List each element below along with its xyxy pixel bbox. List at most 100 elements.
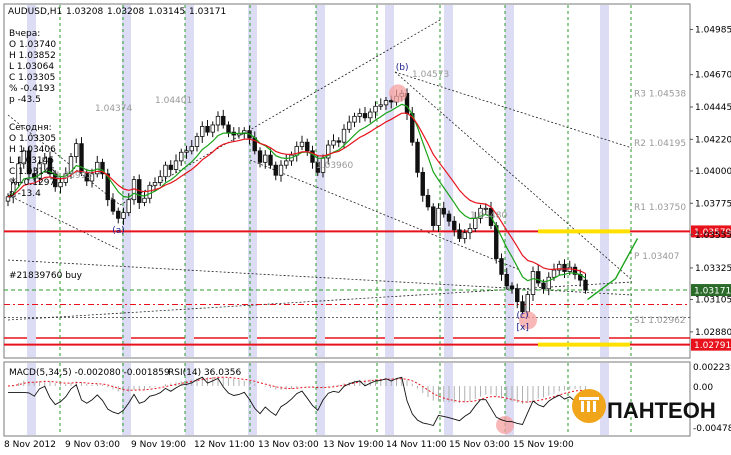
candle-body [42,157,47,165]
y-tick-label: 1.03775 [695,199,731,209]
candle-body [16,163,21,183]
candle-body [557,263,562,271]
session-band [600,363,609,435]
candle-body [572,266,578,275]
today-high: H 1.03406 [9,145,56,155]
candle-body [583,279,588,291]
candle-body [168,164,173,170]
candle-body [347,121,352,130]
today-points: p -13.4 [9,189,41,199]
today-label: Сегодня: [9,123,52,133]
pivot-label: S1 1.02962 [634,316,686,326]
x-tick-label: 13 Nov 19:00 [323,440,384,450]
candle-body [152,182,158,186]
price-badge [691,225,731,238]
candle-body [268,154,273,166]
candle-body [457,229,462,239]
trend-line [7,194,121,251]
candle-body [163,164,168,178]
session-band [385,5,394,357]
y-tick-label: 1.04985 [695,25,731,35]
candle-body [452,220,457,231]
session-band [600,5,609,357]
candle-body [536,271,541,284]
candle-body [173,160,179,170]
pivot-label: R2 1.04195 [634,139,686,149]
candle-body [263,154,268,163]
candle-body [147,184,152,199]
fade-label: 1.03480 [470,211,507,221]
candle-body [478,207,483,219]
price-badge [691,338,731,351]
y-tick-label: 1.04445 [695,103,731,113]
candles [5,88,588,317]
x-tick-label: 8 Nov 2012 [4,440,56,450]
candle-body [142,197,147,203]
candle-body [305,141,310,152]
yesterday-points: p -43.5 [9,95,41,105]
macd-tick-zero: 0.00 [693,383,713,393]
trend-channel [7,19,633,321]
candle-body [562,263,567,272]
price-badge-label: 1.02791 [694,341,731,351]
macd-signal-line [7,376,586,403]
pivot-label: R3 1.04538 [634,90,686,100]
candle-body [383,100,389,106]
candle-body [494,225,499,259]
candle-body [58,182,63,188]
macd-label: MACD(5,34,5) -0.002080 -0.001859 [9,368,170,378]
candle-body [53,173,58,188]
session-band [316,5,325,357]
yesterday-open: O 1.03740 [9,40,56,50]
candle-body [551,269,557,278]
pivot-label: P 1.03407 [634,252,680,262]
candle-body [179,151,184,162]
candle-body [100,161,105,175]
x-tick-label: 12 Nov 11:00 [194,440,255,450]
candle-body [68,156,74,175]
ohlc-low: 1.03145 [148,7,185,17]
session-band [27,363,36,435]
candle-body [79,143,84,173]
wave-label: (a) [112,226,125,236]
fade-label: 1.03993 [55,171,92,181]
wave-label: [x] [517,323,529,333]
session-band [248,363,257,435]
candle-body [273,164,278,176]
candle-body [47,157,53,175]
candle-body [242,130,247,134]
y-tick-label: 1.04220 [695,135,731,145]
candle-body [37,163,42,179]
trend-line [249,159,521,271]
candle-body [315,161,320,173]
candle-body [515,288,520,303]
wave-label: (b) [396,63,409,73]
pivot-label: R1 1.03750 [634,203,686,213]
candle-body [74,143,79,157]
price-badge-label: 1.03171 [694,287,731,297]
session-band [316,363,325,435]
today-close: C 1.03145 [9,167,55,177]
price-badge-label: 1.03579 [694,228,731,238]
candle-body [546,276,551,290]
yesterday-high: H 1.03852 [9,51,56,61]
candle-body [205,126,210,133]
trend-line [394,71,633,281]
pivot-highlight [496,416,514,434]
candle-body [530,271,536,295]
candle-body [420,171,425,196]
candle-body [341,128,347,143]
x-tick-label: 14 Nov 11:00 [386,440,447,450]
indicator-panel-frame [3,361,691,437]
projection-line [587,238,639,301]
candle-body [509,285,515,290]
candle-body [226,124,231,133]
session-band [185,363,194,435]
logo-text: ПАНТЕОН [607,398,716,423]
candle-body [95,161,100,175]
ohlc-open: 1.03208 [66,7,103,17]
fade-label: 1.04573 [412,70,449,80]
candle-body [116,210,121,219]
